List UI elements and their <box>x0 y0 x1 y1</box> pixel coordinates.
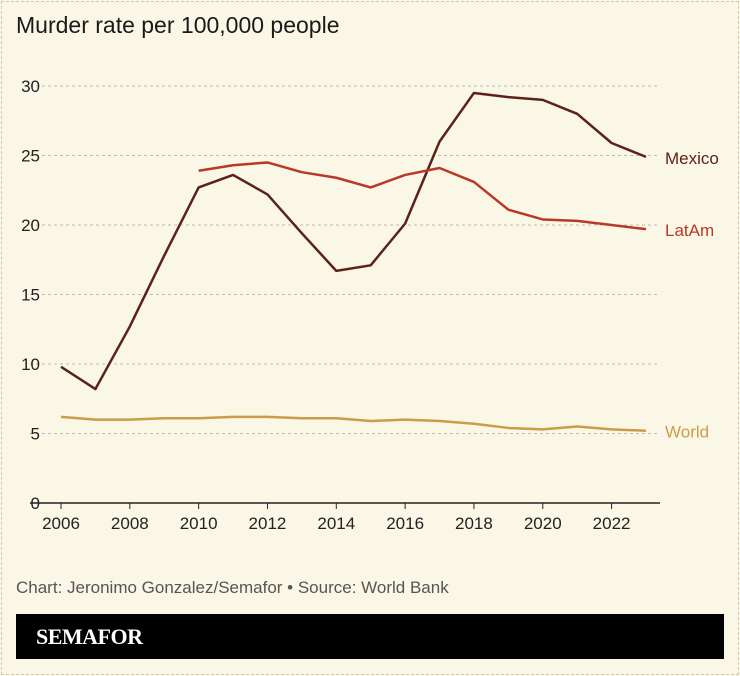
logo-bar: SEMAFOR <box>16 614 724 659</box>
y-tick-label: 5 <box>31 425 40 444</box>
x-tick-label: 2010 <box>180 514 218 533</box>
series-label-latam: LatAm <box>665 221 714 240</box>
x-tick-label: 2012 <box>249 514 287 533</box>
x-tick-label: 2016 <box>386 514 424 533</box>
y-tick-label: 15 <box>21 286 40 305</box>
y-tick-label: 0 <box>31 494 40 513</box>
series-label-mexico: Mexico <box>665 149 719 168</box>
x-tick-label: 2022 <box>593 514 631 533</box>
x-tick-label: 2018 <box>455 514 493 533</box>
series-line-world <box>60 415 647 432</box>
chart-title: Murder rate per 100,000 people <box>16 12 340 38</box>
series-line-latam <box>198 161 647 231</box>
y-tick-label: 30 <box>21 77 40 96</box>
x-tick-label: 2008 <box>111 514 149 533</box>
y-tick-label: 25 <box>21 147 40 166</box>
y-tick-label: 10 <box>21 355 40 374</box>
x-tick-label: 2020 <box>524 514 562 533</box>
x-tick-label: 2014 <box>317 514 355 533</box>
series-line-mexico <box>60 91 647 391</box>
x-tick-label: 2006 <box>42 514 80 533</box>
semafor-logo: SEMAFOR <box>36 624 143 649</box>
chart-credit: Chart: Jeronimo Gonzalez/Semafor • Sourc… <box>16 578 449 597</box>
series-label-world: World <box>665 423 709 442</box>
y-tick-label: 20 <box>21 216 40 235</box>
